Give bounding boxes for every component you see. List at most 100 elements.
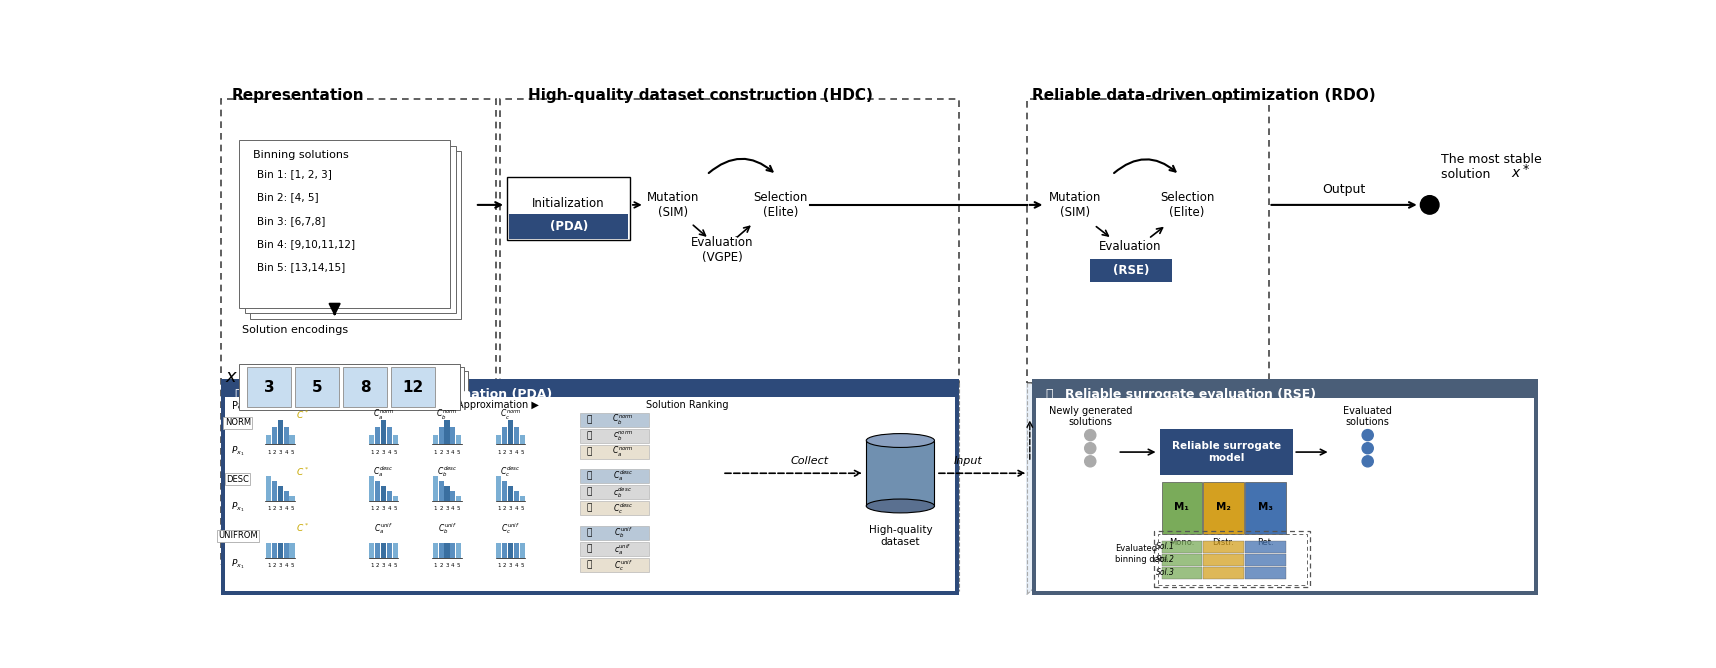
- Bar: [1158, 534, 1308, 585]
- Text: 3: 3: [278, 450, 281, 455]
- Text: $C^*$: $C^*$: [295, 465, 309, 478]
- Text: 5: 5: [520, 506, 523, 512]
- Ellipse shape: [867, 434, 935, 448]
- Text: 3: 3: [444, 563, 450, 568]
- Ellipse shape: [867, 499, 935, 513]
- Text: 🥇: 🥇: [587, 472, 592, 480]
- Text: 1: 1: [268, 450, 271, 455]
- Text: 3: 3: [510, 506, 513, 512]
- Bar: [580, 502, 649, 515]
- Bar: [580, 542, 649, 556]
- Text: Mono.: Mono.: [1169, 538, 1194, 546]
- Text: $C_c^{desc}$: $C_c^{desc}$: [501, 464, 520, 479]
- Text: Mutation
(SIM): Mutation (SIM): [1048, 191, 1102, 219]
- Text: Solution Ranking: Solution Ranking: [645, 401, 729, 410]
- Bar: [580, 485, 649, 499]
- Bar: [221, 379, 959, 595]
- Bar: [1036, 398, 1534, 591]
- Text: $C_c^{unif}$: $C_c^{unif}$: [501, 521, 520, 536]
- Text: 2: 2: [503, 450, 506, 455]
- Bar: [266, 434, 271, 444]
- Text: $c_b^{desc}$: $c_b^{desc}$: [613, 485, 633, 500]
- Text: Input: Input: [954, 456, 982, 466]
- Text: 5: 5: [393, 506, 396, 512]
- Text: $C_a^{norm}$: $C_a^{norm}$: [613, 445, 633, 459]
- Text: (PDA): (PDA): [549, 220, 589, 233]
- Polygon shape: [1026, 383, 1268, 595]
- Text: 3: 3: [264, 379, 275, 395]
- Bar: [503, 427, 508, 444]
- Bar: [369, 476, 374, 500]
- Bar: [1162, 567, 1201, 579]
- Bar: [278, 486, 283, 500]
- Text: 4: 4: [388, 506, 391, 512]
- Text: Bin 1: [1, 2, 3]: Bin 1: [1, 2, 3]: [257, 170, 331, 180]
- Text: 2: 2: [503, 563, 506, 568]
- Bar: [508, 420, 513, 444]
- Text: 12: 12: [403, 379, 424, 395]
- Bar: [295, 367, 340, 407]
- Text: UNIFROM: UNIFROM: [218, 532, 257, 540]
- Text: Bin 4: [9,10,11,12]: Bin 4: [9,10,11,12]: [257, 238, 355, 248]
- Text: $C_b^{desc}$: $C_b^{desc}$: [438, 464, 456, 479]
- Bar: [1246, 482, 1285, 534]
- Text: (RSE): (RSE): [1112, 264, 1150, 277]
- Bar: [251, 151, 462, 319]
- Bar: [496, 543, 501, 558]
- Text: 5: 5: [456, 563, 460, 568]
- Text: The most stable
solution: The most stable solution: [1440, 153, 1541, 181]
- Text: Parameter Estimation ▶: Parameter Estimation ▶: [232, 401, 348, 410]
- Bar: [290, 543, 295, 558]
- Text: 4: 4: [285, 506, 288, 512]
- Bar: [369, 434, 374, 444]
- Bar: [444, 486, 450, 500]
- Bar: [450, 543, 455, 558]
- Bar: [580, 413, 649, 427]
- Text: 1: 1: [498, 563, 501, 568]
- Bar: [456, 543, 462, 558]
- Text: 5: 5: [290, 563, 293, 568]
- Bar: [386, 543, 391, 558]
- Text: 1: 1: [268, 506, 271, 512]
- Bar: [1203, 540, 1244, 553]
- Bar: [1162, 482, 1201, 534]
- Text: $C_b^{unif}$: $C_b^{unif}$: [438, 521, 456, 536]
- Bar: [456, 434, 462, 444]
- Text: 5: 5: [393, 450, 396, 455]
- Bar: [1246, 554, 1285, 566]
- Text: M₃: M₃: [1258, 502, 1273, 512]
- Text: 🔍: 🔍: [1045, 388, 1054, 401]
- Text: 1: 1: [371, 563, 374, 568]
- Text: 2: 2: [273, 506, 276, 512]
- Text: Representation: Representation: [232, 88, 364, 103]
- Text: $\mathbf{\mathit{x}}$: $\mathbf{\mathit{x}}$: [1512, 166, 1522, 180]
- Bar: [393, 543, 398, 558]
- Circle shape: [1363, 456, 1373, 467]
- Circle shape: [1363, 430, 1373, 441]
- Bar: [450, 427, 455, 444]
- Text: $C_c^{norm}$: $C_c^{norm}$: [499, 408, 522, 422]
- Text: 5: 5: [290, 450, 293, 455]
- Bar: [513, 491, 518, 500]
- Text: 3: 3: [381, 450, 384, 455]
- Text: 5: 5: [520, 450, 523, 455]
- Text: 4: 4: [388, 563, 391, 568]
- Text: 5: 5: [290, 506, 293, 512]
- Bar: [513, 427, 518, 444]
- Text: 2: 2: [376, 563, 379, 568]
- Text: 5: 5: [393, 563, 396, 568]
- Bar: [520, 434, 525, 444]
- Bar: [439, 543, 444, 558]
- Text: 🥇: 🥇: [587, 528, 592, 538]
- Bar: [520, 543, 525, 558]
- Bar: [439, 481, 444, 500]
- Text: $C^*$: $C^*$: [295, 522, 309, 534]
- Text: 4: 4: [515, 563, 518, 568]
- Text: 1: 1: [498, 506, 501, 512]
- Bar: [432, 476, 438, 500]
- Text: 8: 8: [360, 379, 371, 395]
- Bar: [513, 543, 518, 558]
- Bar: [343, 367, 388, 407]
- Bar: [1090, 259, 1172, 282]
- Bar: [221, 100, 496, 565]
